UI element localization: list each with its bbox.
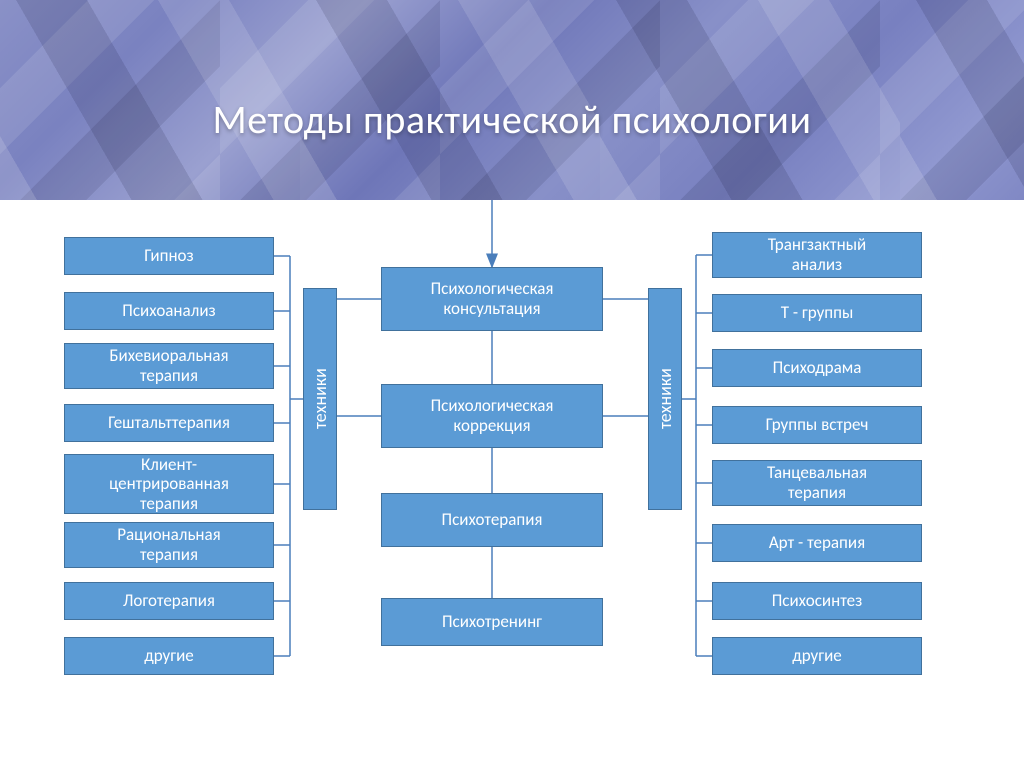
right-item-0: Трангзактныйанализ [712, 232, 922, 278]
center-correction: Психологическаякоррекция [381, 384, 603, 448]
left-techniques-label: техники [303, 288, 337, 510]
left-item-5: Рациональнаятерапия [64, 522, 274, 568]
right-item-5: Арт - терапия [712, 524, 922, 562]
right-techniques-label: техники [648, 288, 682, 510]
right-item-2: Психодрама [712, 349, 922, 387]
right-item-7: другие [712, 637, 922, 675]
right-item-4: Танцевальнаятерапия [712, 460, 922, 506]
right-item-1: Т - группы [712, 294, 922, 332]
right-item-6: Психосинтез [712, 582, 922, 620]
left-item-7: другие [64, 637, 274, 675]
left-item-4: Клиент-центрированнаятерапия [64, 454, 274, 514]
center-therapy: Психотерапия [381, 493, 603, 547]
center-consult: Психологическаяконсультация [381, 267, 603, 331]
left-item-2: Бихевиоральнаятерапия [64, 343, 274, 389]
left-item-0: Гипноз [64, 237, 274, 275]
center-training: Психотренинг [381, 598, 603, 646]
left-item-1: Психоанализ [64, 292, 274, 330]
left-item-6: Логотерапия [64, 582, 274, 620]
left-item-3: Гештальттерапия [64, 404, 274, 442]
page-title: Методы практической психологии [0, 95, 1024, 144]
right-item-3: Группы встреч [712, 406, 922, 444]
